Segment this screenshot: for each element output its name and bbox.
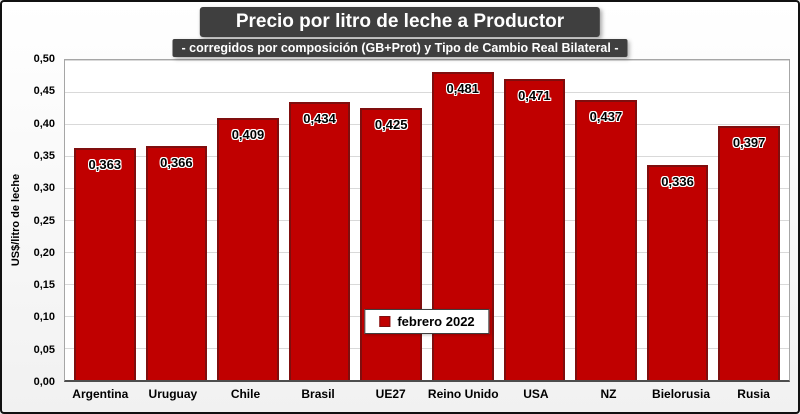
gridline — [65, 252, 789, 253]
gridline — [65, 156, 789, 157]
bar-value-label: 0,481 — [446, 81, 480, 97]
legend-marker-icon — [379, 316, 391, 327]
bar-value-label: 0,409 — [231, 127, 265, 143]
gridline — [65, 220, 789, 221]
x-axis-label: Rusia — [737, 387, 770, 401]
bar-bielorusia: 0,336 — [646, 164, 709, 380]
plot-area: 0,363 0,366 0,409 0,434 0,425 0,481 0,471 0,437… — [64, 59, 790, 382]
y-tick-label: 0,15 — [33, 279, 55, 292]
x-axis-label: Bielorusia — [652, 387, 711, 401]
y-tick-label: 0,05 — [33, 343, 55, 356]
x-axis-label: UE27 — [375, 387, 406, 401]
bar-value-label: 0,437 — [589, 109, 623, 125]
bars: 0,363 0,366 0,409 0,434 0,425 0,481 0,471 0,437… — [65, 60, 789, 380]
bar-rusia: 0,397 — [718, 125, 780, 380]
bar-slot: 0,397 — [713, 60, 785, 380]
bar-slot: 0,471 — [499, 60, 571, 380]
bar-nz: 0,437 — [575, 100, 637, 380]
bar-ue27: 0,425 — [360, 108, 422, 380]
y-tick-label: 0,20 — [33, 246, 55, 259]
legend: febrero 2022 — [364, 309, 490, 334]
y-tick-label: 0,25 — [33, 214, 55, 227]
bar-value-label: 0,434 — [303, 111, 336, 127]
bar-value-label: 0,336 — [661, 173, 694, 189]
y-tick-label: 0,10 — [33, 311, 55, 324]
y-tick-label: 0,50 — [33, 53, 55, 65]
gridline — [65, 188, 789, 189]
x-axis-label: Chile — [230, 387, 261, 401]
y-tick-label: 0,00 — [33, 376, 55, 388]
legend-label: febrero 2022 — [397, 314, 475, 329]
y-tick-label: 0,35 — [33, 149, 55, 162]
gridline — [65, 284, 789, 285]
gridline — [65, 348, 789, 349]
y-tick-label: 0,40 — [33, 117, 55, 130]
bar-usa: 0,471 — [503, 78, 566, 380]
gridline — [65, 60, 789, 61]
x-axis-label: NZ — [600, 387, 617, 401]
x-axis-labels: Argentina Uruguay Chile Brasil UE27 Reino Uni… — [64, 387, 790, 401]
gridline — [65, 124, 789, 125]
bar-brasil: 0,434 — [288, 102, 351, 380]
bar-value-label: 0,397 — [732, 134, 766, 150]
bar-slot: 0,434 — [284, 60, 356, 380]
bar-slot: 0,336 — [642, 60, 714, 380]
x-axis-label: Reino Unido — [427, 387, 499, 401]
x-axis-label: Argentina — [72, 387, 129, 401]
bar-argentina: 0,363 — [74, 147, 136, 380]
x-axis-label: Brasil — [301, 387, 335, 401]
bar-slot: 0,425 — [355, 60, 427, 380]
x-axis-label: Uruguay — [148, 387, 198, 401]
y-tick-label: 0,30 — [33, 182, 55, 195]
bar-slot: 0,409 — [212, 60, 284, 380]
y-axis-ticks: 0,00 0,05 0,10 0,15 0,20 0,25 0,30 0,35 0,40 0,45… — [2, 53, 60, 388]
y-tick-label: 0,45 — [33, 85, 55, 98]
bar-chile: 0,409 — [217, 118, 279, 380]
bar-uruguay: 0,366 — [145, 145, 208, 380]
bar-value-label: 0,366 — [160, 154, 193, 170]
bar-slot: 0,437 — [570, 60, 642, 380]
chart-title: Precio por litro de leche a Productor — [199, 7, 601, 37]
bar-value-label: 0,425 — [374, 117, 408, 132]
x-axis-label: USA — [523, 387, 549, 401]
bar-slot: 0,363 — [69, 60, 141, 380]
chart-subtitle: - corregidos por composición (GB+Prot) y… — [172, 39, 628, 57]
bar-slot: 0,366 — [141, 60, 213, 380]
bar-value-label: 0,471 — [518, 87, 551, 103]
gridline — [65, 92, 789, 93]
bar-value-label: 0,363 — [88, 156, 122, 172]
